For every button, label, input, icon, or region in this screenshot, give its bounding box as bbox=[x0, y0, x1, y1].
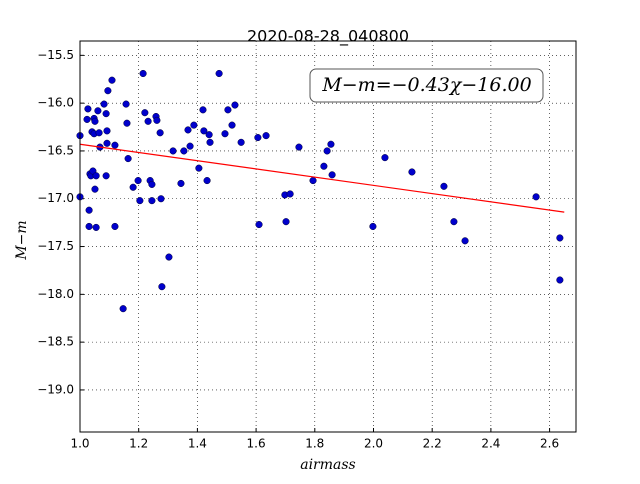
fit-line bbox=[79, 143, 565, 213]
point bbox=[92, 223, 100, 231]
point bbox=[148, 197, 156, 205]
point bbox=[532, 193, 540, 201]
point bbox=[91, 117, 99, 125]
point bbox=[184, 126, 192, 134]
point bbox=[320, 162, 328, 170]
y-tick-label: −16.5 bbox=[37, 143, 74, 157]
x-tick-label: 1.4 bbox=[188, 437, 207, 451]
point bbox=[122, 100, 130, 108]
y-tick-label: −16.0 bbox=[37, 96, 74, 110]
x-tick-label: 2.2 bbox=[423, 437, 442, 451]
point bbox=[309, 177, 317, 185]
point bbox=[148, 180, 156, 188]
point bbox=[139, 69, 147, 78]
y-tick-label: −17.0 bbox=[37, 191, 74, 205]
point bbox=[180, 147, 188, 155]
point bbox=[95, 129, 103, 137]
point bbox=[153, 116, 161, 124]
x-tick-label: 2.6 bbox=[540, 437, 559, 451]
point bbox=[169, 147, 177, 155]
x-tick-label: 2.0 bbox=[364, 437, 383, 451]
point bbox=[111, 222, 119, 231]
point bbox=[104, 87, 112, 95]
point bbox=[282, 218, 290, 226]
point bbox=[156, 129, 164, 137]
y-tick-label: −18.0 bbox=[37, 287, 74, 301]
point bbox=[134, 177, 142, 185]
point bbox=[83, 115, 91, 123]
point bbox=[228, 121, 236, 129]
x-tick-label: 2.4 bbox=[481, 437, 500, 451]
annotation-box bbox=[309, 68, 544, 103]
y-tick-label: −18.5 bbox=[37, 335, 74, 349]
point bbox=[158, 283, 166, 291]
point bbox=[203, 177, 211, 185]
point bbox=[200, 127, 208, 135]
point bbox=[323, 147, 331, 155]
point bbox=[100, 100, 108, 108]
point bbox=[165, 253, 173, 261]
point bbox=[327, 140, 335, 148]
point bbox=[199, 106, 207, 114]
point bbox=[440, 182, 448, 190]
plot-frame bbox=[79, 40, 577, 433]
x-tick-label: 1.8 bbox=[305, 437, 324, 451]
point bbox=[108, 76, 116, 84]
y-tick-label: −19.0 bbox=[37, 382, 74, 396]
point bbox=[111, 141, 119, 149]
point bbox=[195, 164, 203, 172]
point bbox=[129, 183, 137, 191]
point bbox=[286, 190, 294, 198]
point bbox=[408, 168, 416, 176]
point bbox=[84, 105, 92, 113]
point bbox=[123, 119, 131, 127]
y-axis-label: M−m bbox=[14, 220, 30, 260]
point bbox=[85, 222, 93, 231]
y-tick-label: −15.5 bbox=[37, 48, 74, 62]
x-tick-label: 1.0 bbox=[70, 437, 89, 451]
point bbox=[556, 276, 564, 284]
x-axis-label: airmass bbox=[300, 457, 356, 473]
point bbox=[369, 222, 377, 231]
point bbox=[262, 132, 270, 140]
x-tick-label: 1.2 bbox=[129, 437, 148, 451]
chart-title: 2020-08-28_040800 bbox=[247, 27, 409, 47]
point bbox=[102, 172, 110, 180]
annotation: M−m=−0.43χ−16.00 bbox=[321, 74, 531, 96]
point bbox=[102, 110, 110, 118]
point bbox=[295, 143, 303, 151]
point bbox=[141, 109, 149, 117]
point bbox=[224, 106, 232, 114]
y-tick-label: −17.5 bbox=[37, 239, 74, 253]
point bbox=[119, 305, 127, 313]
point bbox=[144, 117, 152, 125]
point bbox=[381, 154, 389, 162]
point bbox=[94, 107, 102, 115]
point bbox=[450, 218, 458, 226]
point bbox=[461, 237, 469, 245]
point bbox=[206, 138, 214, 146]
point bbox=[255, 221, 263, 229]
point bbox=[157, 195, 165, 203]
point bbox=[91, 185, 99, 193]
x-tick-label: 1.6 bbox=[247, 437, 266, 451]
point bbox=[103, 127, 111, 135]
point bbox=[237, 138, 245, 146]
point bbox=[205, 131, 213, 139]
point bbox=[85, 206, 93, 214]
point bbox=[92, 172, 100, 180]
point bbox=[556, 234, 564, 242]
point bbox=[328, 171, 336, 179]
point bbox=[124, 155, 132, 163]
point bbox=[177, 179, 185, 187]
point bbox=[215, 69, 223, 78]
point bbox=[136, 197, 144, 205]
point bbox=[186, 142, 194, 150]
point bbox=[190, 121, 198, 129]
point bbox=[254, 134, 262, 142]
point bbox=[103, 139, 111, 147]
point bbox=[221, 130, 229, 138]
point bbox=[231, 101, 239, 109]
